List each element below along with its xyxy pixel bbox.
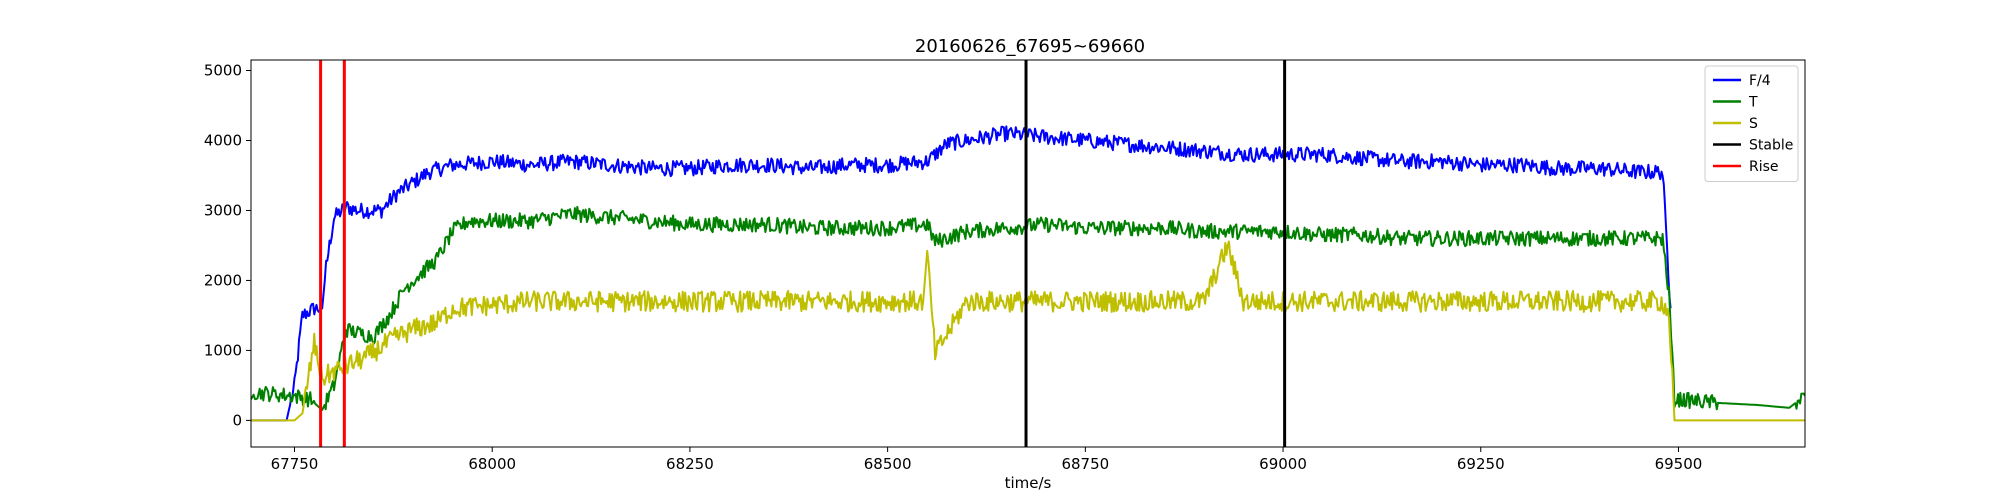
legend: F/4 TS Stable Rise	[1704, 65, 1799, 182]
y-tick-label: 0	[232, 411, 242, 429]
x-tick-label: 68750	[1061, 455, 1109, 473]
x-tick-label: 69000	[1259, 455, 1307, 473]
y-axis: 0 1000 2000 3000 4000 5000	[204, 61, 251, 429]
plot-area-frame	[250, 59, 1806, 448]
x-tick-label: 68250	[666, 455, 714, 473]
y-tick-label: 2000	[204, 271, 242, 289]
legend-box	[1704, 65, 1799, 182]
x-tick-label: 68500	[864, 455, 912, 473]
y-tick-label: 1000	[204, 341, 242, 359]
legend-label: Rise	[1749, 159, 1779, 175]
y-tick-label: 4000	[204, 131, 242, 149]
series-line-t	[251, 205, 1805, 411]
legend-label: F/4	[1749, 73, 1771, 89]
series-line-f-4	[251, 125, 1672, 422]
legend-label: S	[1749, 116, 1758, 132]
y-tick-label: 3000	[204, 201, 242, 219]
x-axis: 67750 68000 68250 68500 68750 69000 69250 69500	[271, 447, 1703, 473]
y-tick-label: 5000	[204, 61, 242, 79]
x-axis-label: time/s	[1005, 474, 1052, 492]
x-tick-label: 68000	[468, 455, 516, 473]
series-layer	[251, 125, 1805, 422]
x-tick-label: 69500	[1655, 455, 1703, 473]
series-line-s	[251, 240, 1805, 422]
x-tick-label: 69250	[1457, 455, 1505, 473]
vertical-markers-layer	[319, 60, 1287, 447]
x-tick-label: 67750	[271, 455, 319, 473]
chart-title: 20160626_67695~69660	[915, 36, 1145, 57]
legend-label: T	[1748, 95, 1758, 111]
legend-label: Stable	[1749, 138, 1793, 154]
